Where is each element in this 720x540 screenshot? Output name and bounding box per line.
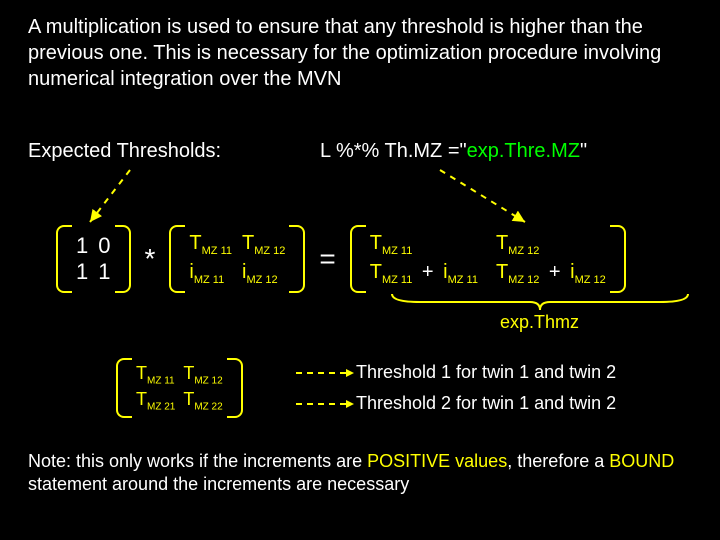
note-prefix: Note: this only works if the increments … [28,451,367,471]
arrow-to-L [90,170,130,222]
result-cell: TMZ 11 + iMZ 11 [370,260,478,287]
legend-text-2: Threshold 2 for twin 1 and twin 2 [356,393,616,414]
legend-text-1: Threshold 1 for twin 1 and twin 2 [356,362,616,383]
footnote: Note: this only works if the increments … [28,450,692,497]
matrix-Th: TMZ 11 TMZ 12 iMZ 11 iMZ 12 [169,225,305,293]
L-01: 0 [98,234,110,258]
result-cell: TMZ 12 + iMZ 12 [496,260,606,287]
r-expression: L %*% Th.MZ ="exp.Thre.MZ" [320,140,587,163]
note-suffix: statement around the increments are nece… [28,474,409,494]
L-10: 1 [76,260,88,284]
r-expr-suffix: " [580,140,587,162]
matrix-L: 1 0 1 1 [56,225,131,293]
exp-thmz-label: exp.Thmz [500,312,579,333]
legend: Threshold 1 for twin 1 and twin 2 Thresh… [296,362,616,424]
small-cell: TMZ 22 [183,389,222,413]
dashed-arrow-icon [296,372,346,374]
small-cell: TMZ 11 [136,363,175,387]
th-cell: TMZ 12 [242,231,285,258]
note-mid: , therefore a [507,451,609,471]
th-cell: iMZ 11 [189,260,232,287]
equals-operator: = [315,243,339,275]
matrix-result: TMZ 11 TMZ 12 TMZ 11 + iMZ 11 TMZ 12 + iMZ … [350,225,626,293]
note-em1: POSITIVE values [367,451,507,471]
small-cell: TMZ 21 [136,389,175,413]
dashed-arrow-icon [296,403,346,405]
small-cell: TMZ 12 [183,363,222,387]
th-cell: iMZ 12 [242,260,285,287]
th-cell: TMZ 11 [189,231,232,258]
curly-brace-icon [390,292,690,312]
result-cell: TMZ 12 [496,231,606,258]
result-cell: TMZ 11 [370,231,478,258]
expected-thresholds-label: Expected Thresholds: [28,140,221,163]
intro-paragraph: A multiplication is used to ensure that … [28,14,692,92]
note-em2: BOUND [609,451,674,471]
r-expr-value: exp.Thre.MZ [467,140,580,162]
arrow-to-result [440,170,525,222]
equation-row: 1 0 1 1 * TMZ 11 TMZ 12 iMZ 11 iMZ 12 = TMZ… [56,225,700,293]
L-11: 1 [98,260,110,284]
L-00: 1 [76,234,88,258]
r-expr-prefix: L %*% Th.MZ =" [320,140,467,162]
times-operator: * [141,243,160,275]
legend-row-1: Threshold 1 for twin 1 and twin 2 [296,362,616,383]
legend-row-2: Threshold 2 for twin 1 and twin 2 [296,393,616,414]
matrix-small: TMZ 11 TMZ 12 TMZ 21 TMZ 22 [116,358,243,418]
